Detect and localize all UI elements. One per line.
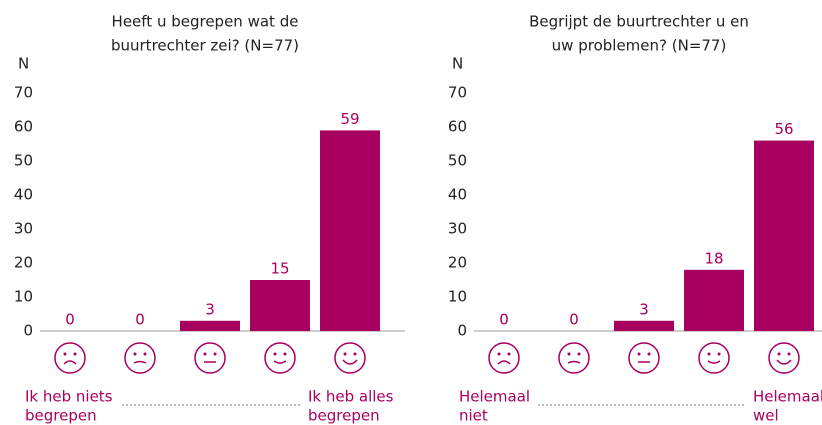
- bar: [250, 280, 310, 331]
- bar: [614, 320, 674, 331]
- low-label: begrepen: [25, 407, 97, 425]
- value-label: 15: [270, 260, 289, 278]
- y-tick-label: 0: [457, 322, 467, 340]
- chart-title: uw problemen? (N=77): [552, 37, 727, 55]
- face-icon: [124, 342, 156, 374]
- y-tick-label: 60: [14, 118, 33, 136]
- bar: [180, 320, 240, 331]
- value-label: 0: [135, 311, 145, 329]
- value-label: 3: [639, 300, 649, 318]
- face-icon: [628, 342, 660, 374]
- y-tick-label: 0: [23, 322, 33, 340]
- face-icon: [488, 342, 520, 374]
- y-tick-label: 40: [14, 186, 33, 204]
- y-tick-label: 50: [448, 152, 467, 170]
- face-icon: [54, 342, 86, 374]
- value-label: 59: [340, 110, 359, 128]
- y-tick-label: 40: [448, 186, 467, 204]
- y-tick-label: 10: [448, 288, 467, 306]
- chart-title: Begrijpt de buurtrechter u en: [529, 13, 749, 31]
- bar: [684, 269, 744, 331]
- high-label: Ik heb alles: [308, 388, 394, 406]
- y-tick-label: 30: [448, 220, 467, 238]
- chart-title: Heeft u begrepen wat de: [112, 13, 299, 31]
- value-label: 0: [499, 311, 509, 329]
- y-tick-label: 70: [14, 84, 33, 102]
- face-icon: [698, 342, 730, 374]
- high-label: Helemaal: [753, 388, 822, 406]
- y-tick-label: 50: [14, 152, 33, 170]
- face-icon: [558, 342, 590, 374]
- low-label: niet: [459, 407, 488, 425]
- y-tick-label: 70: [448, 84, 467, 102]
- y-tick-label: 20: [14, 254, 33, 272]
- value-label: 0: [65, 311, 75, 329]
- face-icon: [334, 342, 366, 374]
- low-label: Helemaal: [459, 388, 530, 406]
- y-tick-label: 10: [14, 288, 33, 306]
- value-label: 56: [774, 120, 793, 138]
- face-icon: [768, 342, 800, 374]
- y-tick-label: 60: [448, 118, 467, 136]
- y-tick-label: 20: [448, 254, 467, 272]
- value-label: 18: [704, 249, 723, 267]
- y-tick-label: 30: [14, 220, 33, 238]
- face-icon: [194, 342, 226, 374]
- y-axis-label: N: [452, 55, 463, 73]
- chart-title: buurtrechter zei? (N=77): [111, 37, 299, 55]
- low-label: Ik heb niets: [25, 388, 113, 406]
- bar: [320, 130, 380, 331]
- high-label: wel: [753, 407, 779, 425]
- value-label: 3: [205, 300, 215, 318]
- bar: [754, 140, 814, 331]
- face-icon: [264, 342, 296, 374]
- high-label: begrepen: [308, 407, 380, 425]
- y-axis-label: N: [18, 55, 29, 73]
- value-label: 0: [569, 311, 579, 329]
